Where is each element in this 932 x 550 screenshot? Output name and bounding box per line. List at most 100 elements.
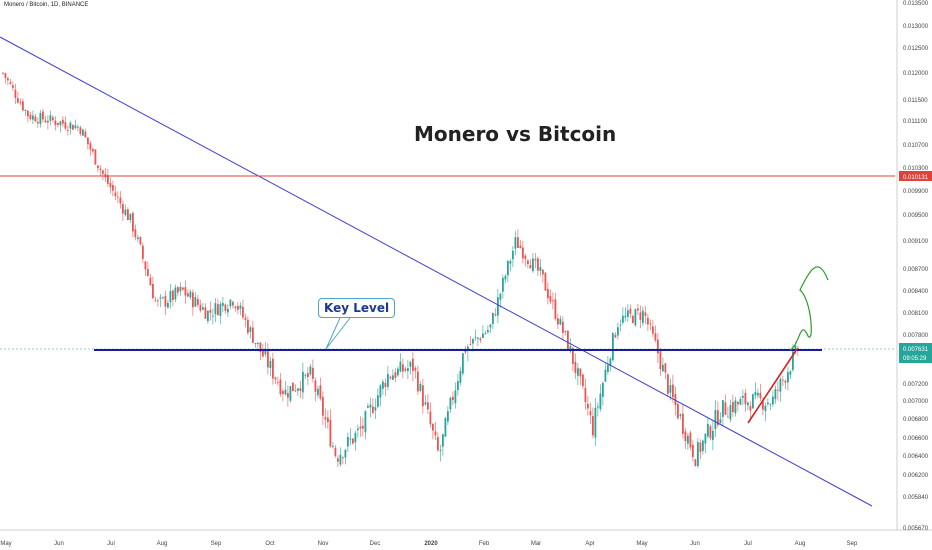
candle-body bbox=[222, 302, 224, 306]
candle-body bbox=[752, 394, 754, 409]
candle-body bbox=[212, 315, 214, 317]
candle-body bbox=[149, 277, 152, 286]
candle-body bbox=[69, 122, 72, 129]
candle-body bbox=[449, 397, 452, 410]
time-tick-label: Sep bbox=[847, 541, 858, 547]
candle-body bbox=[544, 272, 547, 291]
candle-body bbox=[297, 388, 299, 391]
candle-body bbox=[607, 364, 609, 372]
time-tick-label: Mar bbox=[531, 541, 541, 547]
candle-body bbox=[702, 440, 704, 451]
candle-body bbox=[459, 370, 462, 383]
forecast-arrow bbox=[789, 266, 829, 351]
candle-body bbox=[559, 318, 562, 325]
candle-body bbox=[727, 416, 729, 418]
price-tick-label: 0.009900 bbox=[903, 189, 929, 195]
candle-body bbox=[22, 101, 24, 111]
time-tick-label: Aug bbox=[795, 541, 806, 547]
candle-body bbox=[227, 308, 229, 313]
candle-body bbox=[397, 368, 399, 376]
candle-body bbox=[242, 306, 244, 318]
candle-body bbox=[27, 110, 29, 117]
candle-body bbox=[564, 331, 567, 332]
current-price-tag: 0.007631 09:05:29 bbox=[899, 343, 932, 363]
candle-body bbox=[344, 449, 347, 458]
candle-body bbox=[672, 384, 674, 398]
candle-body bbox=[117, 196, 119, 198]
price-tick-label: 0.009100 bbox=[903, 239, 929, 245]
candle-body bbox=[634, 309, 637, 326]
candle-body bbox=[629, 308, 632, 314]
candle-body bbox=[264, 350, 267, 355]
candle-body bbox=[337, 458, 339, 462]
candle-body bbox=[214, 303, 217, 315]
price-tick-label: 0.007200 bbox=[903, 382, 929, 388]
candle-body bbox=[477, 337, 479, 339]
candle-body bbox=[99, 168, 102, 171]
candle-body bbox=[354, 432, 357, 443]
candle-body bbox=[234, 306, 237, 308]
time-tick-label: Feb bbox=[479, 541, 490, 547]
candle-body bbox=[159, 297, 162, 299]
candle-body bbox=[712, 430, 714, 440]
candle-body bbox=[32, 115, 34, 120]
candle-body bbox=[724, 402, 727, 415]
candle-body bbox=[479, 338, 482, 341]
candle-body bbox=[367, 405, 369, 408]
candle-body bbox=[734, 400, 737, 414]
candle-body bbox=[767, 402, 769, 405]
candle-body bbox=[614, 334, 617, 338]
candle-body bbox=[267, 351, 269, 368]
candle-body bbox=[489, 324, 492, 328]
candle-body bbox=[504, 276, 507, 280]
candle-body bbox=[517, 237, 519, 249]
candle-body bbox=[389, 376, 392, 379]
candle-body bbox=[142, 245, 144, 259]
candle-body bbox=[662, 364, 664, 372]
candle-body bbox=[374, 407, 377, 411]
candle-body bbox=[139, 237, 142, 245]
chart-title: Monero vs Bitcoin bbox=[414, 122, 617, 146]
candle-body bbox=[787, 372, 789, 383]
candle-body bbox=[319, 385, 322, 399]
candle-body bbox=[352, 438, 354, 444]
candle-body bbox=[562, 321, 564, 333]
time-tick-label: Sep bbox=[211, 541, 222, 547]
candle-body bbox=[569, 346, 572, 352]
candle-body bbox=[532, 258, 534, 272]
candle-body bbox=[772, 396, 774, 405]
candle-body bbox=[314, 380, 317, 392]
candle-body bbox=[334, 447, 337, 456]
candle-body bbox=[379, 385, 382, 398]
candle-body bbox=[687, 435, 689, 444]
candle-body bbox=[162, 297, 164, 299]
candle-body bbox=[657, 339, 659, 354]
candle-body bbox=[439, 449, 442, 451]
candle-body bbox=[437, 437, 439, 451]
price-tick-label: 0.005840 bbox=[903, 495, 929, 501]
candle-body bbox=[64, 122, 67, 129]
candle-body bbox=[749, 405, 752, 411]
candle-body bbox=[177, 287, 179, 293]
candle-body bbox=[694, 459, 697, 467]
candle-body bbox=[524, 255, 527, 259]
resistance-price-tag: 0.010131 bbox=[899, 171, 932, 181]
candle-body bbox=[282, 391, 284, 394]
candle-body bbox=[392, 375, 394, 380]
candle-body bbox=[192, 292, 194, 308]
candle-body bbox=[732, 401, 734, 412]
candle-body bbox=[557, 318, 559, 325]
candle-body bbox=[652, 326, 654, 334]
candle-body bbox=[497, 297, 499, 316]
candle-body bbox=[87, 137, 89, 145]
time-tick-label: Jul bbox=[744, 541, 752, 547]
candle-body bbox=[509, 261, 512, 264]
candle-body bbox=[654, 333, 657, 341]
candle-body bbox=[704, 433, 707, 444]
price-tick-label: 0.007800 bbox=[903, 333, 929, 339]
price-tick-label: 0.013000 bbox=[903, 24, 929, 30]
candle-body bbox=[147, 269, 149, 276]
candle-body bbox=[527, 260, 529, 265]
price-tick-label: 0.005670 bbox=[903, 526, 929, 532]
